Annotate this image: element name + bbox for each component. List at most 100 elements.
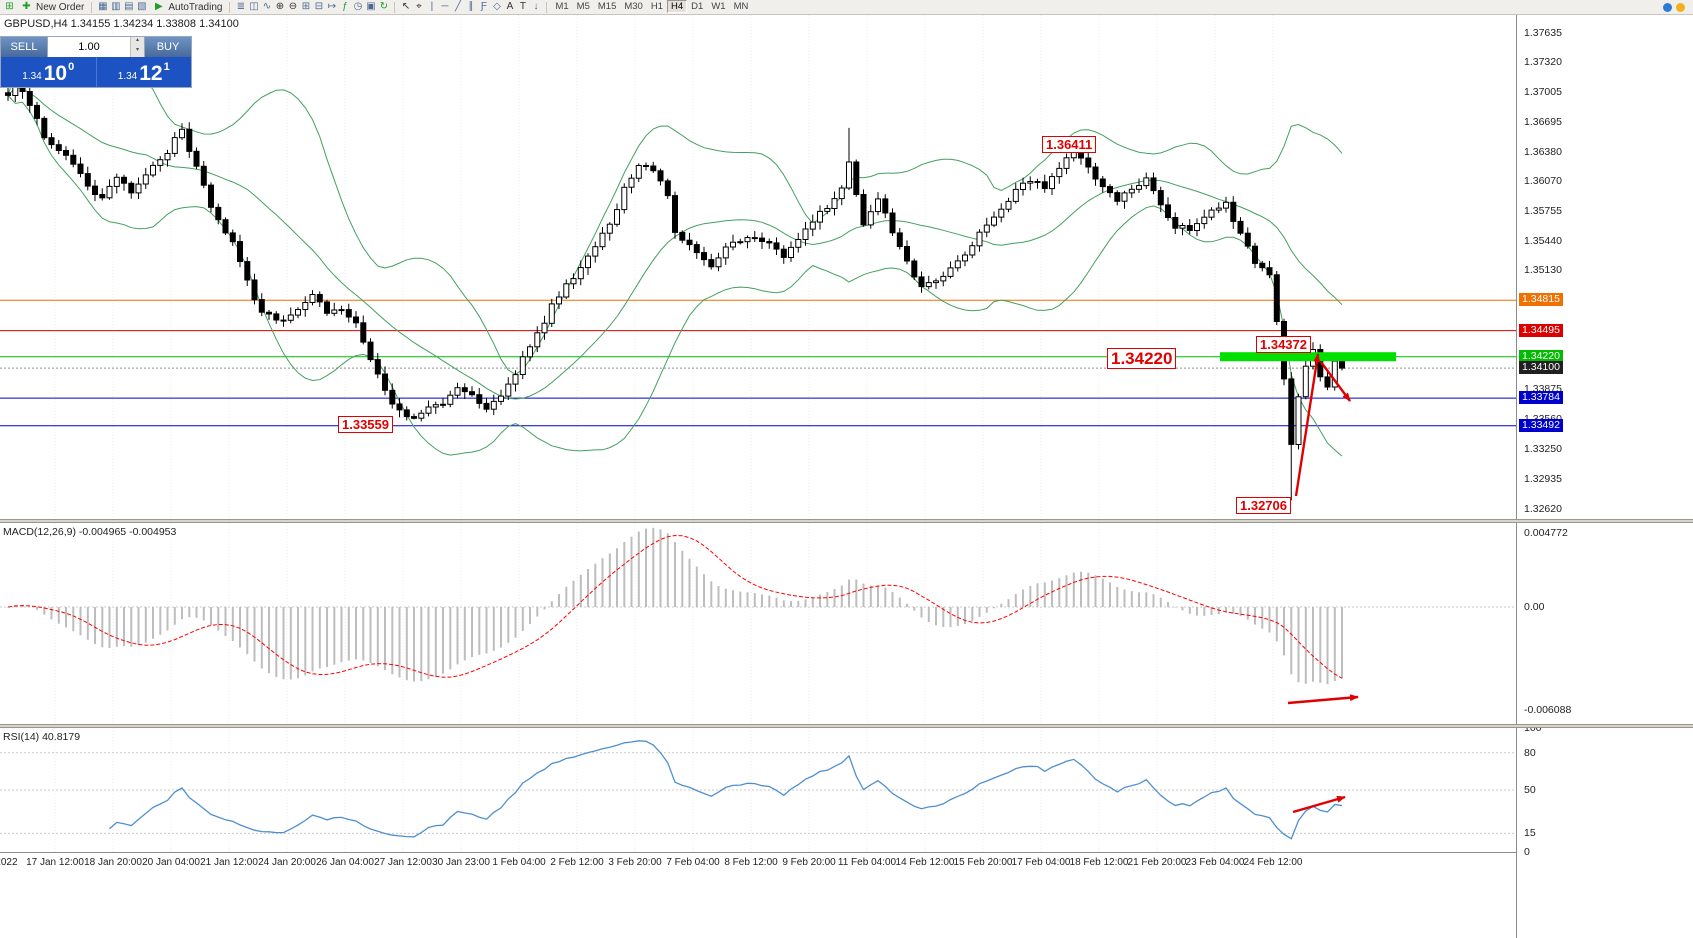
new-order-button[interactable]: ✚ New Order xyxy=(17,1,87,14)
text-icon[interactable]: A xyxy=(506,1,514,12)
timeframe-toolbar: M1 M5 M15 M30 H1 H4 D1 W1 MN xyxy=(551,0,752,13)
sell-button[interactable]: SELL xyxy=(1,37,47,57)
time-axis-label: 17 Feb 04:00 xyxy=(1011,857,1071,868)
macd-signal-line xyxy=(7,534,1343,679)
timeframe-d1[interactable]: D1 xyxy=(691,1,704,12)
time-axis-label: 23 Feb 04:00 xyxy=(1185,857,1245,868)
volume-up-button[interactable]: ▴ xyxy=(131,37,144,47)
toolbar-separator xyxy=(91,1,93,13)
fibonacci-icon[interactable]: Ƒ xyxy=(480,1,488,12)
time-axis-label: 20 Jan 04:00 xyxy=(142,857,200,868)
price-tag: 1.34220 xyxy=(1519,350,1563,363)
chart-shift-icon[interactable]: ↦ xyxy=(327,1,337,12)
trend-arrow[interactable] xyxy=(1320,361,1351,402)
time-axis-label: 3 Feb 20:00 xyxy=(608,857,662,868)
text-annotation[interactable]: 1.36411 xyxy=(1042,136,1097,153)
time-axis-label: 14 Feb 12:00 xyxy=(895,857,955,868)
periods-icon[interactable]: ◷ xyxy=(353,1,363,12)
time-axis-label: 11 Feb 04:00 xyxy=(837,857,897,868)
text-annotation[interactable]: 1.34220 xyxy=(1107,348,1177,369)
timeframe-m30[interactable]: M30 xyxy=(624,1,643,12)
trend-arrow[interactable] xyxy=(1294,353,1321,497)
crosshair-icon[interactable]: ⌖ xyxy=(416,1,422,12)
rsi-panel-canvas[interactable] xyxy=(0,728,1516,852)
bar-chart-icon[interactable]: ≣ xyxy=(236,1,246,12)
timeframe-h1[interactable]: H1 xyxy=(650,1,663,12)
zoom-out-icon[interactable]: ⊖ xyxy=(288,1,298,12)
toolbar-group-standard: ▦ ▥ ▤ ▧ xyxy=(96,1,148,14)
price-axis-tick: 1.35755 xyxy=(1524,205,1562,217)
panel-divider[interactable] xyxy=(0,519,1693,523)
macd-panel-canvas[interactable] xyxy=(0,523,1516,724)
navigator-icon[interactable]: ▧ xyxy=(137,1,147,12)
time-axis-label: 27 Jan 12:00 xyxy=(374,857,432,868)
time-axis-label: 1 Feb 04:00 xyxy=(492,857,546,868)
buy-price-display[interactable]: 1.34 12 1 xyxy=(95,57,192,87)
grid-layer xyxy=(54,15,1274,519)
candlestick-chart-icon[interactable]: ◫ xyxy=(249,1,259,12)
buy-button[interactable]: BUY xyxy=(145,37,191,57)
indicators-icon[interactable]: ƒ xyxy=(342,1,348,12)
volume-down-button[interactable]: ▾ xyxy=(131,47,144,57)
price-tag: 1.33784 xyxy=(1519,391,1563,404)
timeframe-h4[interactable]: H4 xyxy=(667,0,688,13)
timeframe-w1[interactable]: W1 xyxy=(711,1,726,12)
sell-price-display[interactable]: 1.34 10 0 xyxy=(1,57,96,87)
cursor-icon[interactable]: ↖ xyxy=(401,1,411,12)
volume-input[interactable] xyxy=(48,37,130,57)
price-tag: 1.34100 xyxy=(1519,361,1563,374)
arrows-icon[interactable]: ↓ xyxy=(533,1,539,12)
toolbar-separator xyxy=(229,1,231,13)
templates-icon[interactable]: ▣ xyxy=(366,1,376,12)
trend-arrow[interactable] xyxy=(1292,795,1346,814)
toolbar: ⊞ ✚ New Order ▦ ▥ ▤ ▧ ▶ AutoTrading ≣ ◫ ∿ ⊕ ⊖ ⊞ ⊟… xyxy=(0,0,1693,15)
timeframe-mn[interactable]: MN xyxy=(733,1,749,12)
price-tag: 1.33492 xyxy=(1519,419,1563,432)
refresh-icon[interactable]: ↻ xyxy=(379,1,389,12)
horizontal-line-icon[interactable]: ─ xyxy=(441,1,449,12)
tile-windows-icon[interactable]: ⊞ xyxy=(301,1,311,12)
toolbar-separator xyxy=(394,1,396,13)
time-axis-label: 17 Jan 12:00 xyxy=(26,857,84,868)
line-chart-icon[interactable]: ∿ xyxy=(262,1,272,12)
market-watch-icon[interactable]: ▤ xyxy=(124,1,134,12)
vertical-line-icon[interactable]: | xyxy=(430,1,434,12)
text-annotation[interactable]: 1.33559 xyxy=(338,416,393,433)
time-axis-label: 2 Feb 12:00 xyxy=(550,857,604,868)
text-annotation[interactable]: 1.32706 xyxy=(1236,497,1291,514)
zoom-in-icon[interactable]: ⊕ xyxy=(275,1,285,12)
resistance-zone-rect[interactable] xyxy=(1220,352,1396,362)
price-axis-tick: 1.32620 xyxy=(1524,503,1562,515)
shapes-icon[interactable]: ◇ xyxy=(493,1,501,12)
trend-arrow[interactable] xyxy=(1287,694,1359,705)
macd-axis-label: 0.00 xyxy=(1524,601,1545,613)
autotrading-button[interactable]: ▶ AutoTrading xyxy=(149,1,225,14)
profiles-icon[interactable]: ▥ xyxy=(111,1,121,12)
timeframe-m15[interactable]: M15 xyxy=(597,1,617,12)
rsi-line xyxy=(109,740,1343,840)
timeframe-m5[interactable]: M5 xyxy=(576,1,590,12)
time-axis-label: 24 Feb 12:00 xyxy=(1243,857,1303,868)
text-annotation[interactable]: 1.34372 xyxy=(1256,336,1311,353)
time-axis-label: 24 Jan 20:00 xyxy=(258,857,316,868)
rsi-axis-label: 15 xyxy=(1524,827,1536,839)
channel-icon[interactable]: ∥ xyxy=(468,1,474,12)
price-axis-tick: 1.35440 xyxy=(1524,235,1562,247)
new-order-label: New Order xyxy=(36,1,85,13)
cascade-windows-icon[interactable]: ⊟ xyxy=(314,1,324,12)
charts-icon[interactable]: ▦ xyxy=(98,1,108,12)
main-chart-canvas[interactable] xyxy=(0,15,1516,519)
trendline-icon[interactable]: ╱ xyxy=(454,1,461,12)
text-label-icon[interactable]: T xyxy=(519,1,527,12)
grid-layer xyxy=(0,523,1516,724)
buy-price-pip: 1 xyxy=(163,61,170,73)
panel-divider[interactable] xyxy=(0,724,1693,728)
new-chart-icon[interactable]: ⊞ xyxy=(5,1,14,12)
price-axis[interactable]: 1.37635 1.37320 1.37005 1.36695 1.36380 1.360… xyxy=(1516,0,1693,938)
favorites-icon[interactable] xyxy=(1676,2,1685,12)
time-axis-label: 15 Feb 20:00 xyxy=(953,857,1013,868)
community-icon[interactable] xyxy=(1663,2,1672,12)
timeframe-m1[interactable]: M1 xyxy=(555,1,569,12)
price-axis-tick: 1.37635 xyxy=(1524,27,1562,39)
